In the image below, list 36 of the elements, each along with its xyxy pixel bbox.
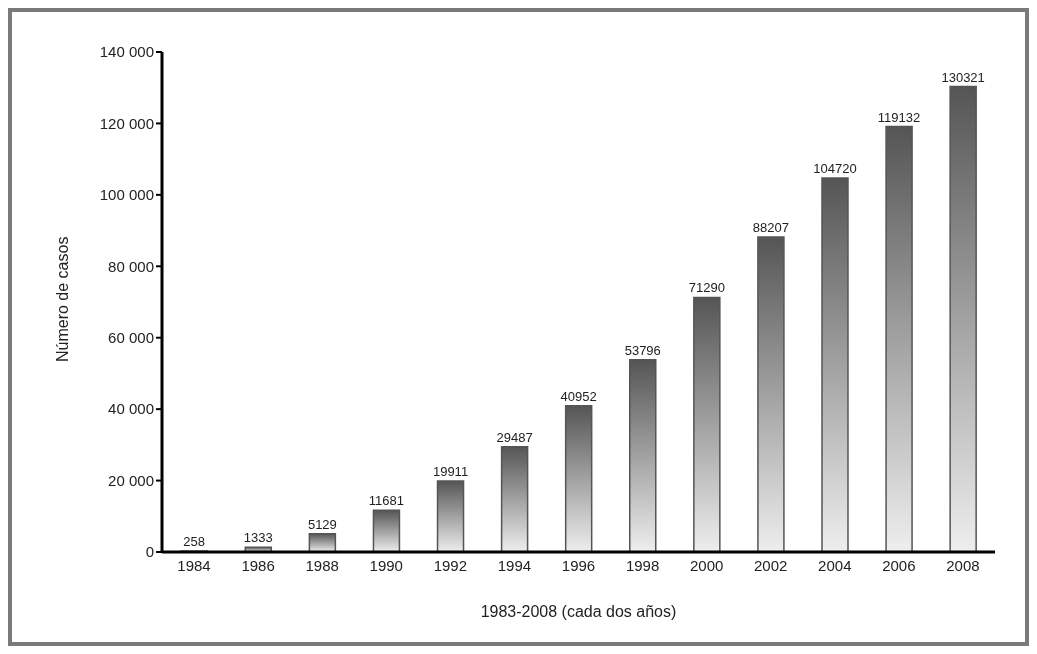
data-label: 119132 bbox=[877, 109, 921, 125]
x-tick-label: 1990 bbox=[369, 556, 403, 574]
y-tick-label: 40 000 bbox=[108, 400, 154, 418]
y-tick-label: 140 000 bbox=[99, 43, 154, 61]
data-label: 130321 bbox=[941, 69, 985, 85]
x-tick-label: 1998 bbox=[625, 556, 660, 574]
x-tick-label: 2006 bbox=[882, 556, 916, 574]
y-axis-title: Número de casos bbox=[53, 236, 71, 362]
x-tick-label: 2008 bbox=[946, 556, 980, 574]
data-label: 53796 bbox=[624, 342, 661, 358]
x-tick-label: 1986 bbox=[241, 556, 275, 574]
data-label: 29487 bbox=[496, 429, 533, 445]
data-label: 104720 bbox=[813, 161, 857, 176]
data-label: 40952 bbox=[560, 388, 597, 404]
data-label: 1333 bbox=[243, 530, 273, 546]
y-tick-label: 0 bbox=[145, 543, 154, 561]
y-tick-label: 80 000 bbox=[108, 257, 154, 275]
x-tick-label: 1996 bbox=[561, 556, 596, 574]
data-label: 71290 bbox=[688, 280, 725, 296]
data-label: 19911 bbox=[432, 463, 469, 479]
x-axis-title: 1983-2008 (cada dos años) bbox=[480, 603, 677, 620]
x-tick-label: 1988 bbox=[305, 556, 339, 574]
x-tick-label: 1992 bbox=[433, 556, 468, 574]
x-tick-label: 1994 bbox=[497, 556, 532, 574]
data-label: 258 bbox=[183, 534, 206, 550]
x-tick-label: 2002 bbox=[754, 556, 788, 574]
y-tick-label: 60 000 bbox=[108, 329, 154, 347]
data-label: 88207 bbox=[752, 219, 789, 235]
x-tick-label: 2004 bbox=[818, 556, 852, 574]
x-tick-label: 2000 bbox=[689, 556, 724, 574]
y-tick-label: 120 000 bbox=[99, 114, 154, 132]
y-tick-label: 20 000 bbox=[108, 471, 154, 489]
x-tick-label: 1984 bbox=[177, 556, 211, 574]
data-label: 11681 bbox=[368, 493, 405, 509]
data-label: 5129 bbox=[307, 516, 337, 532]
y-tick-label: 100 000 bbox=[99, 186, 154, 204]
